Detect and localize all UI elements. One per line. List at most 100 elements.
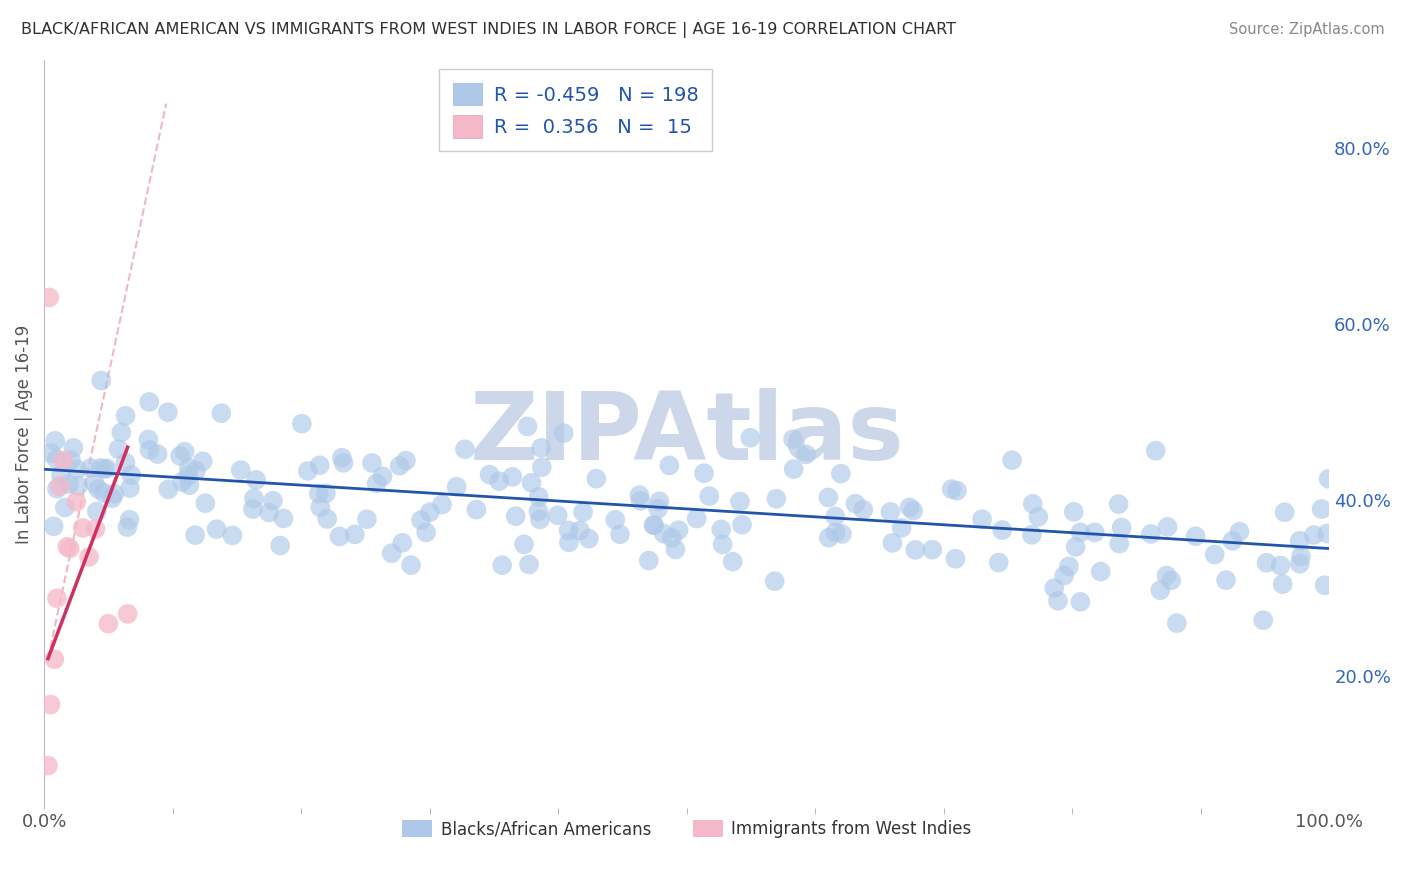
Point: [107, 442, 129, 456]
Point: [169, 449, 191, 463]
Point: [817, 491, 839, 505]
Point: [668, 523, 690, 537]
Point: [138, 395, 160, 409]
Point: [1271, 577, 1294, 591]
Point: [710, 523, 733, 537]
Point: [273, 511, 295, 525]
Point: [1156, 568, 1178, 582]
Point: [361, 456, 384, 470]
Point: [330, 450, 353, 465]
Point: [831, 527, 853, 541]
Point: [686, 511, 709, 525]
Point: [1028, 509, 1050, 524]
Point: [138, 442, 160, 457]
Point: [557, 524, 579, 538]
Point: [1084, 525, 1107, 540]
Point: [547, 508, 569, 523]
Point: [87, 482, 110, 496]
Point: [419, 505, 441, 519]
Point: [356, 512, 378, 526]
Point: [516, 419, 538, 434]
Point: [72, 521, 94, 535]
Point: [399, 558, 422, 573]
Point: [879, 505, 901, 519]
Point: [308, 458, 330, 473]
Point: [558, 535, 581, 549]
Point: [1108, 536, 1130, 550]
Point: [1288, 557, 1310, 571]
Point: [731, 517, 754, 532]
Point: [1289, 549, 1312, 564]
Point: [643, 518, 665, 533]
Point: [157, 483, 180, 497]
Point: [415, 525, 437, 540]
Point: [83, 476, 105, 491]
Point: [38, 290, 60, 304]
Point: [882, 536, 904, 550]
Point: [1229, 524, 1251, 539]
Point: [513, 537, 536, 551]
Text: Source: ZipAtlas.com: Source: ZipAtlas.com: [1229, 22, 1385, 37]
Point: [1063, 505, 1085, 519]
Point: [1222, 533, 1244, 548]
Point: [93, 486, 115, 500]
Point: [478, 467, 501, 482]
Point: [454, 442, 477, 457]
Point: [269, 539, 291, 553]
Point: [817, 531, 839, 545]
Point: [1160, 574, 1182, 588]
Point: [96, 461, 118, 475]
Point: [430, 498, 453, 512]
Point: [66, 462, 89, 476]
Point: [229, 463, 252, 477]
Point: [409, 513, 432, 527]
Point: [79, 461, 101, 475]
Point: [328, 529, 350, 543]
Point: [945, 551, 967, 566]
Point: [446, 480, 468, 494]
Point: [177, 468, 200, 483]
Point: [177, 461, 200, 475]
Point: [505, 509, 527, 524]
Point: [42, 519, 65, 533]
Point: [93, 462, 115, 476]
Point: [291, 417, 314, 431]
Point: [1288, 533, 1310, 548]
Point: [1156, 520, 1178, 534]
Point: [852, 502, 875, 516]
Point: [491, 558, 513, 573]
Point: [316, 512, 339, 526]
Point: [39, 446, 62, 460]
Point: [711, 537, 734, 551]
Point: [1204, 548, 1226, 562]
Point: [257, 506, 280, 520]
Point: [391, 536, 413, 550]
Point: [972, 512, 994, 526]
Point: [366, 476, 388, 491]
Point: [309, 500, 332, 515]
Point: [530, 460, 553, 475]
Point: [209, 406, 232, 420]
Point: [395, 453, 418, 467]
Point: [146, 447, 169, 461]
Point: [1144, 443, 1167, 458]
Point: [572, 505, 595, 519]
Point: [46, 591, 69, 606]
Point: [693, 467, 716, 481]
Point: [58, 477, 80, 491]
Point: [205, 522, 228, 536]
Point: [1310, 502, 1333, 516]
Point: [39, 698, 62, 712]
Text: BLACK/AFRICAN AMERICAN VS IMMIGRANTS FROM WEST INDIES IN LABOR FORCE | AGE 16-19: BLACK/AFRICAN AMERICAN VS IMMIGRANTS FRO…: [21, 22, 956, 38]
Point: [114, 455, 136, 469]
Point: [553, 426, 575, 441]
Point: [1069, 595, 1091, 609]
Point: [1021, 528, 1043, 542]
Point: [824, 525, 846, 540]
Point: [371, 469, 394, 483]
Point: [46, 482, 69, 496]
Point: [138, 433, 160, 447]
Point: [297, 464, 319, 478]
Point: [1302, 528, 1324, 542]
Point: [1057, 559, 1080, 574]
